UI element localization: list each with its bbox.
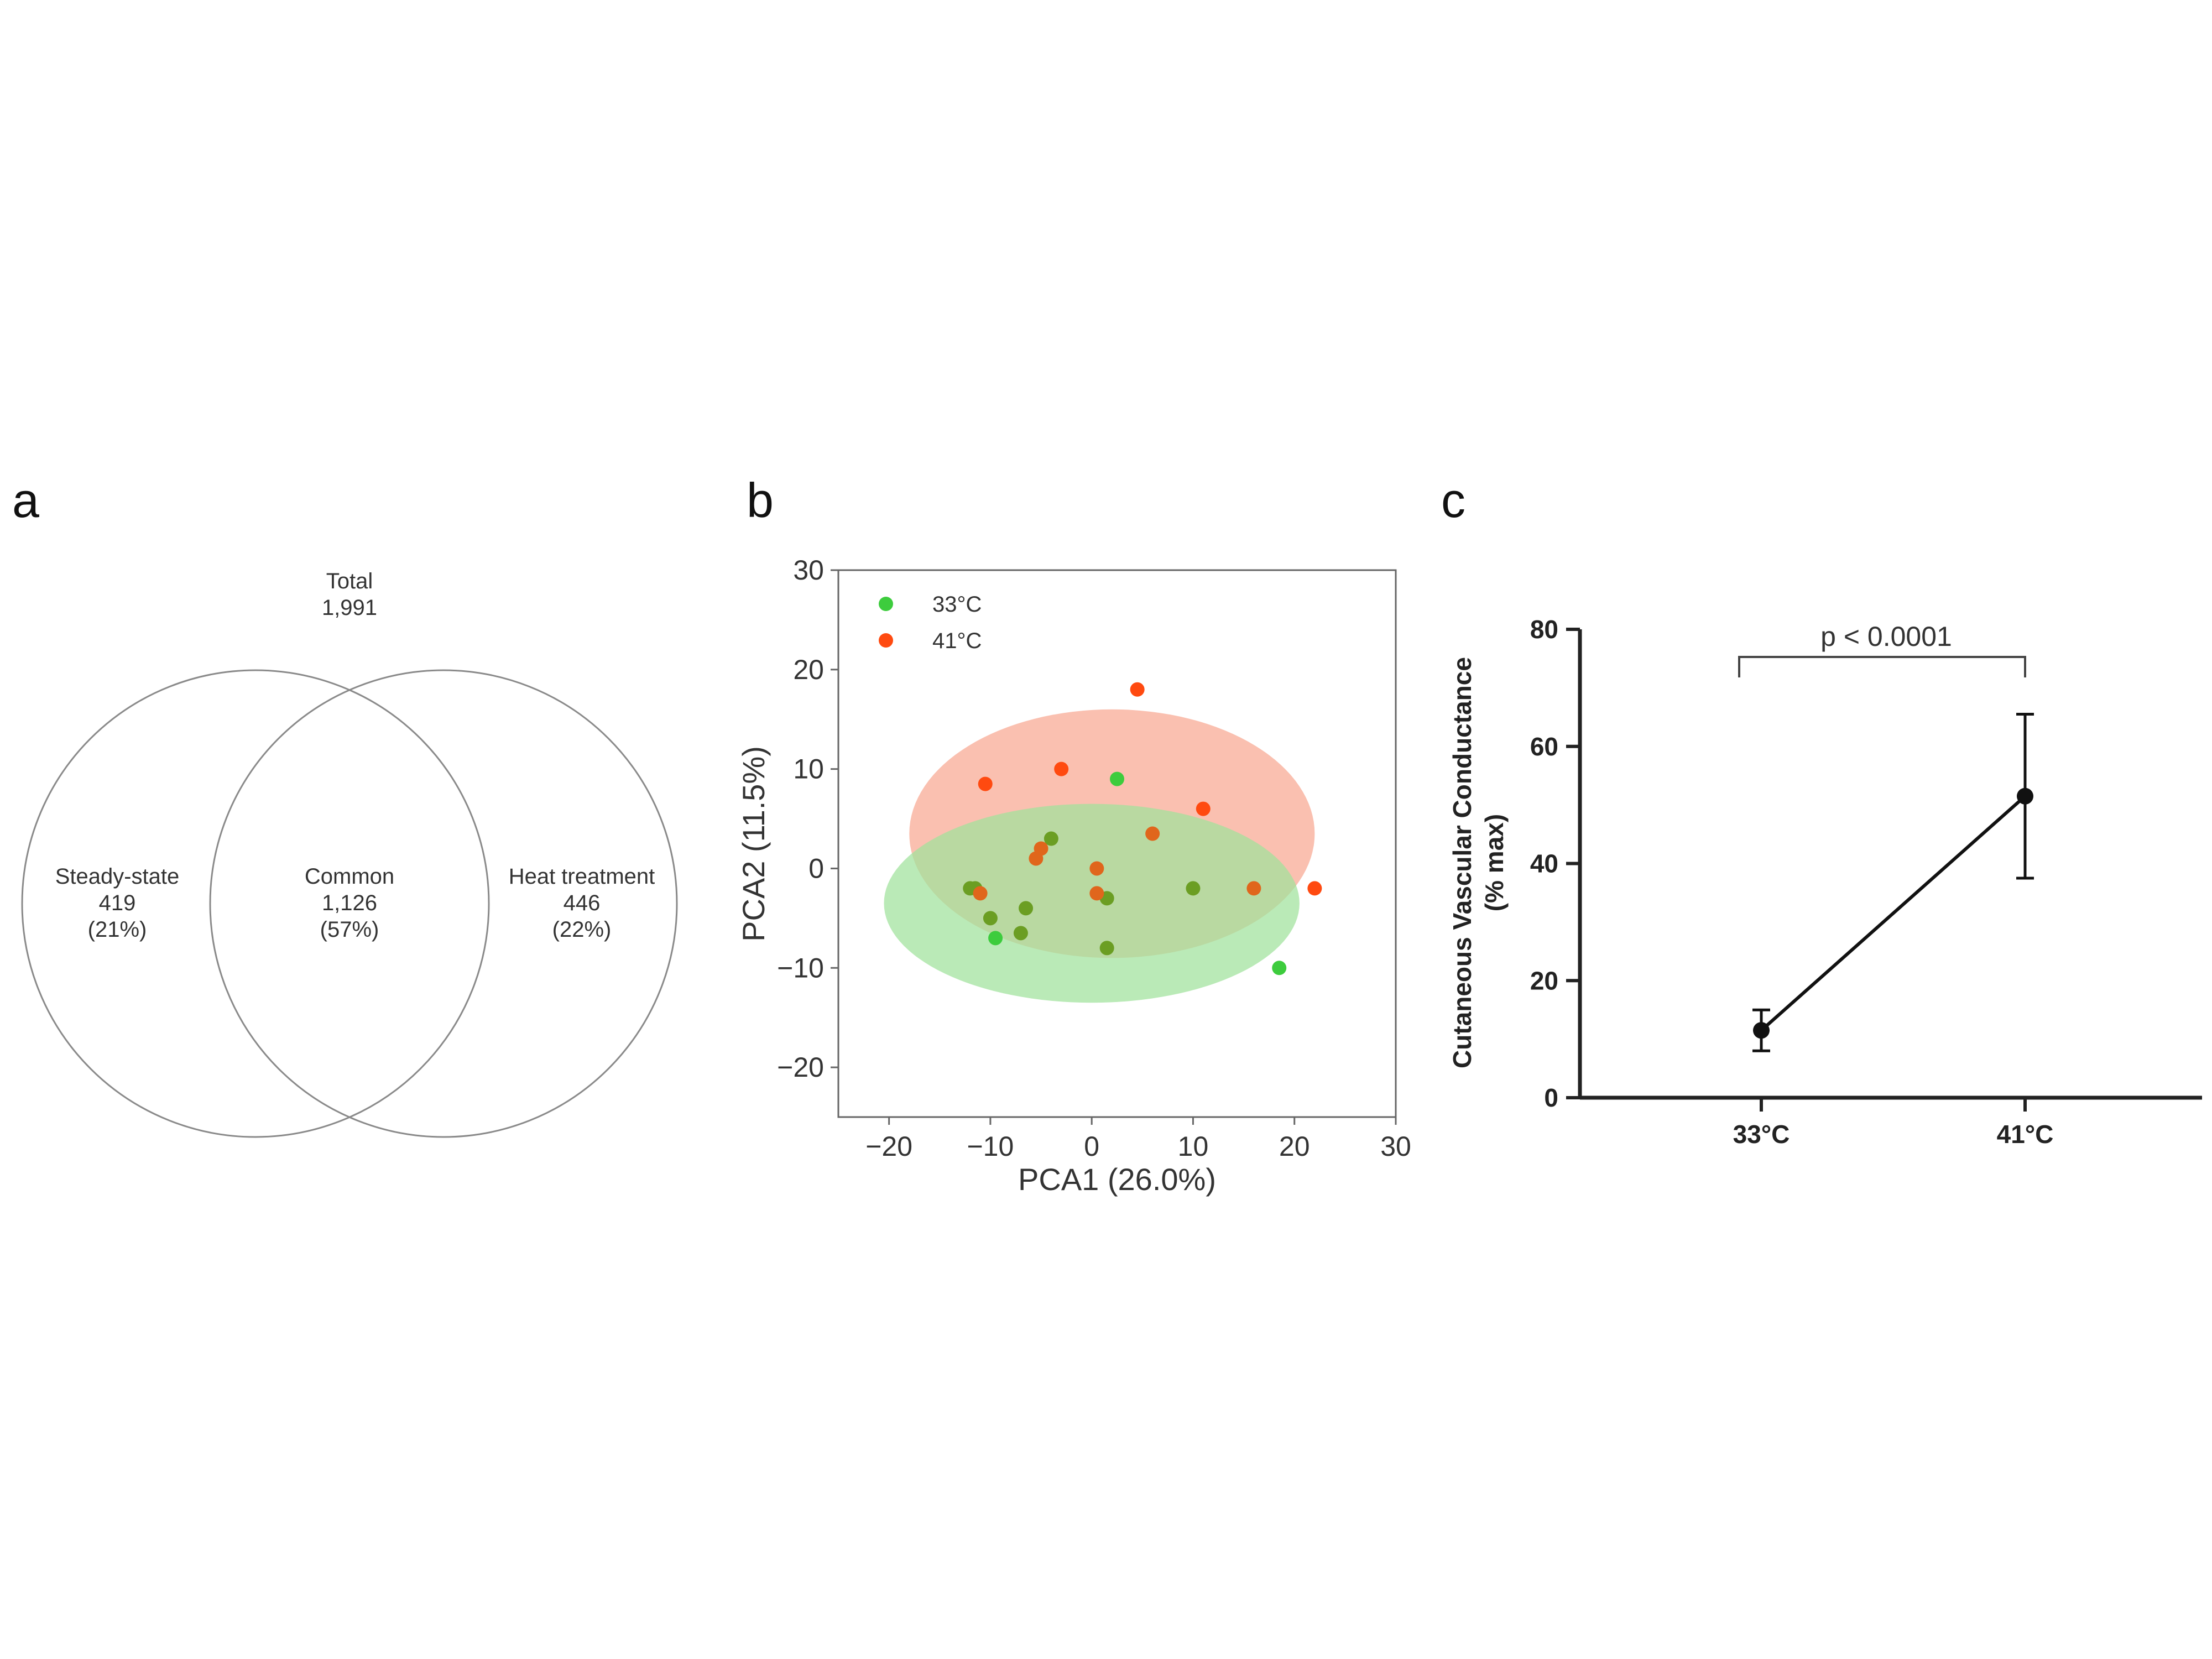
scatter-point-33c-9 (1099, 941, 1114, 956)
legend-label-41c: 41°C (932, 629, 982, 653)
pca-plot-frame (837, 569, 1397, 1118)
scatter-point-33c-3 (988, 931, 1003, 946)
scatter-point-33c-5 (1019, 901, 1034, 916)
scatter-point-41c-9 (1089, 886, 1104, 901)
scatter-point-41c-7 (1089, 861, 1104, 876)
venn-right-label: Heat treatment (509, 864, 655, 889)
pca-legend: 33°C 41°C (879, 592, 982, 653)
y-tick-label: 10 (793, 754, 824, 785)
panel-letter-b: b (747, 473, 774, 528)
pca-points (963, 682, 1322, 975)
panel-a: a Total 1,991 Steady-state 419 (21%) Com… (12, 473, 678, 1138)
venn-common-label: Common (305, 864, 394, 889)
venn-right-percent: (22%) (552, 917, 612, 942)
x-tick-label: −10 (967, 1131, 1014, 1162)
data-point (1753, 1022, 1770, 1039)
venn-left-percent: (21%) (88, 917, 147, 942)
scatter-point-41c-8 (1145, 826, 1160, 841)
scatter-point-41c-3 (1196, 801, 1211, 816)
scatter-point-41c-0 (978, 776, 993, 791)
y-tick-label: 40 (1530, 849, 1558, 878)
venn-total-label: Total (326, 569, 373, 593)
y-tick-label: 20 (1530, 966, 1558, 995)
pca-y-axis-title: PCA2 (11.5%) (736, 746, 771, 942)
scatter-point-41c-4 (973, 886, 988, 901)
pca-y-axis: −20 −10 0 10 20 30 (777, 555, 838, 1083)
y-tick-label: 0 (1544, 1083, 1558, 1112)
scatter-point-41c-2 (1130, 682, 1145, 697)
y-tick-label: 20 (793, 654, 824, 685)
data-point (2017, 787, 2033, 805)
x-tick-label: 33°C (1733, 1120, 1790, 1149)
y-tick-label: −10 (777, 952, 824, 983)
panel-b: b −20 −10 0 10 20 30 −20 −10 0 10 20 30 PCA1 (26.0… (736, 473, 1411, 1197)
x-tick-label: 10 (1178, 1131, 1209, 1162)
pca-ellipses (884, 709, 1315, 1003)
y-tick-label: 80 (1530, 615, 1558, 644)
x-tick-label: 0 (1084, 1131, 1099, 1162)
y-tick-label: −20 (777, 1052, 824, 1083)
venn-left-count: 419 (99, 891, 136, 915)
scatter-point-41c-11 (1307, 881, 1322, 896)
panel-letter-c: c (1441, 473, 1465, 528)
venn-circle-heat-treatment (209, 669, 678, 1138)
scatter-point-41c-6 (1034, 841, 1048, 856)
scatter-point-33c-11 (1272, 961, 1287, 975)
scatter-point-33c-2 (983, 911, 998, 926)
scatter-point-33c-6 (1044, 831, 1058, 846)
panel-c: c 0 20 40 60 80 33°C 41°C p < 0.0001 Cutaneou… (1441, 473, 2202, 1149)
cvc-x-ticks: 33°C 41°C (1733, 1098, 2054, 1149)
y-tick-label: 30 (793, 555, 824, 586)
x-tick-label: 30 (1380, 1131, 1411, 1162)
cvc-y-axis-title: Cutaneous Vascular Conductance (1448, 657, 1477, 1068)
significance-bracket (1738, 656, 2026, 677)
cvc-series-line (1760, 795, 2026, 1032)
scatter-point-33c-4 (1013, 926, 1028, 941)
confidence-ellipse-1 (884, 804, 1300, 1003)
scatter-point-33c-8 (1110, 771, 1124, 786)
x-tick-label: 41°C (1997, 1120, 2054, 1149)
y-tick-label: 60 (1530, 732, 1558, 761)
scatter-point-41c-1 (1054, 761, 1069, 776)
venn-circle-steady-state (21, 669, 490, 1138)
x-tick-label: −20 (865, 1131, 912, 1162)
legend-label-33c: 33°C (932, 592, 982, 617)
pca-x-axis-title: PCA1 (26.0%) (1018, 1162, 1216, 1197)
cvc-data-marks (1752, 713, 2034, 1052)
bracket-line (1738, 656, 2026, 677)
venn-total-value: 1,991 (322, 596, 377, 620)
venn-left-label: Steady-state (55, 864, 180, 889)
legend-marker-41c (879, 633, 893, 648)
cvc-y-axis-unit: (% max) (1480, 814, 1509, 911)
cvc-y-ticks: 0 20 40 60 80 (1530, 615, 1580, 1112)
scatter-point-41c-10 (1246, 881, 1261, 896)
legend-marker-33c (879, 597, 893, 611)
scatter-point-33c-10 (1186, 881, 1201, 896)
venn-common-percent: (57%) (320, 917, 379, 942)
p-value-annotation: p < 0.0001 (1820, 621, 1952, 652)
venn-common-count: 1,126 (322, 891, 377, 915)
y-tick-label: 0 (808, 853, 824, 884)
panel-letter-a: a (12, 473, 39, 528)
pca-x-axis: −20 −10 0 10 20 30 (865, 1117, 1411, 1162)
venn-right-count: 446 (564, 891, 601, 915)
x-tick-label: 20 (1279, 1131, 1310, 1162)
